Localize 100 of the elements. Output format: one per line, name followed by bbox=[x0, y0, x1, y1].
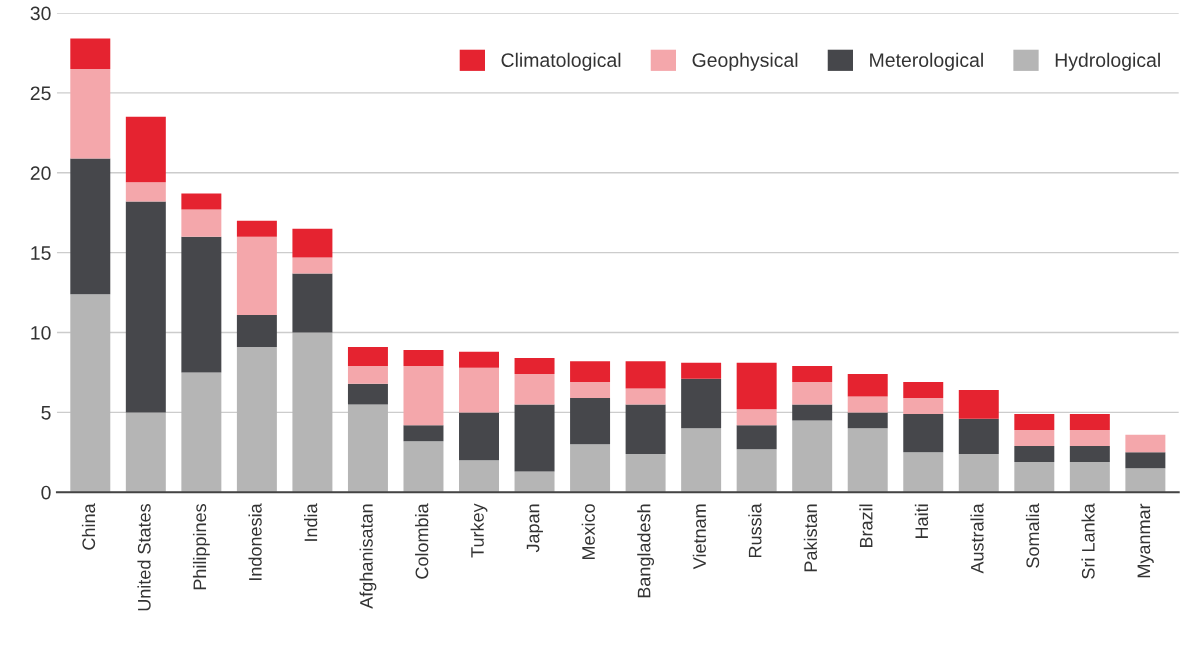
y-tick-label: 25 bbox=[30, 86, 51, 101]
bar bbox=[236, 236, 277, 315]
y-tick-label: 20 bbox=[30, 166, 51, 181]
bar bbox=[792, 404, 833, 421]
x-tick-label: Sri Lanka bbox=[1081, 503, 1095, 579]
bar bbox=[570, 361, 611, 383]
x-tick-label: Russia bbox=[748, 503, 762, 558]
bar bbox=[1069, 413, 1110, 430]
bar bbox=[181, 193, 222, 210]
bar bbox=[1014, 461, 1055, 493]
bar bbox=[1014, 445, 1055, 462]
bar bbox=[347, 346, 388, 367]
bar bbox=[459, 412, 499, 461]
bar bbox=[181, 236, 222, 373]
bar bbox=[70, 38, 111, 69]
y-tick-label: 10 bbox=[31, 325, 51, 340]
bar bbox=[347, 366, 388, 384]
bar bbox=[903, 452, 944, 493]
x-tick-label: Pakistan bbox=[803, 504, 818, 572]
bar bbox=[903, 382, 944, 399]
bar bbox=[70, 68, 111, 159]
bar bbox=[125, 116, 166, 183]
bar bbox=[292, 228, 333, 258]
bar bbox=[1014, 413, 1055, 430]
bar bbox=[403, 425, 444, 442]
bar bbox=[1125, 468, 1166, 493]
x-tick-label: China bbox=[81, 503, 96, 550]
legend-label: Meterological bbox=[870, 52, 983, 71]
bar bbox=[70, 158, 111, 295]
bar bbox=[847, 428, 888, 493]
bar bbox=[903, 398, 944, 414]
bar bbox=[236, 220, 277, 237]
x-tick-label: Vietnam bbox=[692, 504, 706, 570]
x-tick-label: India bbox=[304, 503, 318, 541]
bar bbox=[625, 453, 666, 493]
bar bbox=[625, 404, 666, 454]
bar bbox=[736, 425, 777, 450]
bar bbox=[459, 367, 499, 413]
x-tick-label: Japan bbox=[526, 504, 543, 553]
bar bbox=[347, 404, 388, 493]
bar bbox=[1069, 461, 1110, 493]
x-tick-label: Mexico bbox=[581, 504, 595, 560]
bar bbox=[625, 361, 666, 389]
bar bbox=[125, 412, 166, 493]
bar bbox=[958, 453, 999, 493]
bar bbox=[236, 314, 277, 347]
legend-label: Geophysical bbox=[692, 52, 798, 71]
legend-label: Climatological bbox=[501, 52, 621, 71]
bar bbox=[736, 362, 777, 410]
x-tick-label: Turkey bbox=[470, 503, 488, 558]
bar bbox=[181, 372, 222, 493]
y-tick-label: 0 bbox=[41, 485, 51, 500]
bar bbox=[403, 366, 444, 426]
bar bbox=[681, 378, 722, 429]
x-tick-label: Colombia bbox=[415, 503, 429, 579]
x-tick-label: Australia bbox=[970, 503, 984, 574]
x-tick-label: Afghanisatan bbox=[359, 504, 377, 609]
bar bbox=[792, 366, 833, 383]
x-tick-label: Myanmar bbox=[1137, 503, 1154, 578]
bar bbox=[847, 396, 888, 413]
bar bbox=[514, 374, 555, 405]
x-tick-label: Brazil bbox=[859, 504, 873, 548]
y-tick-label: 15 bbox=[31, 246, 51, 260]
x-tick-label: United States bbox=[137, 504, 151, 611]
bar bbox=[1069, 445, 1110, 462]
bar bbox=[459, 460, 499, 493]
bar bbox=[847, 412, 888, 429]
bar bbox=[792, 420, 833, 493]
y-tick-label: 5 bbox=[41, 406, 51, 420]
bar bbox=[70, 294, 111, 493]
bar bbox=[514, 404, 555, 472]
bar bbox=[347, 383, 388, 405]
bar bbox=[459, 351, 499, 368]
x-tick-label: Bangladesh bbox=[637, 504, 655, 598]
bar bbox=[792, 382, 833, 405]
bar bbox=[681, 428, 722, 493]
bar bbox=[292, 257, 333, 274]
bar bbox=[1125, 434, 1166, 453]
bar bbox=[125, 182, 166, 202]
y-tick-label: 30 bbox=[30, 6, 51, 21]
bar bbox=[958, 418, 999, 454]
x-tick-label: Somalia bbox=[1025, 503, 1040, 568]
bar bbox=[514, 358, 555, 375]
bar bbox=[625, 388, 666, 405]
bar bbox=[847, 374, 888, 397]
bar bbox=[181, 209, 222, 237]
bar bbox=[1125, 452, 1166, 469]
x-tick-label: Haiti bbox=[914, 504, 929, 539]
bar bbox=[958, 390, 999, 419]
bar bbox=[570, 382, 611, 399]
bar bbox=[736, 449, 777, 493]
bar bbox=[125, 201, 166, 413]
bar bbox=[681, 362, 722, 379]
bar bbox=[570, 398, 611, 445]
bar bbox=[403, 350, 444, 367]
legend-label: Hydrological bbox=[1055, 52, 1160, 71]
bar bbox=[236, 346, 277, 493]
bar bbox=[292, 273, 333, 333]
bar bbox=[514, 471, 555, 493]
bar bbox=[1069, 429, 1110, 446]
